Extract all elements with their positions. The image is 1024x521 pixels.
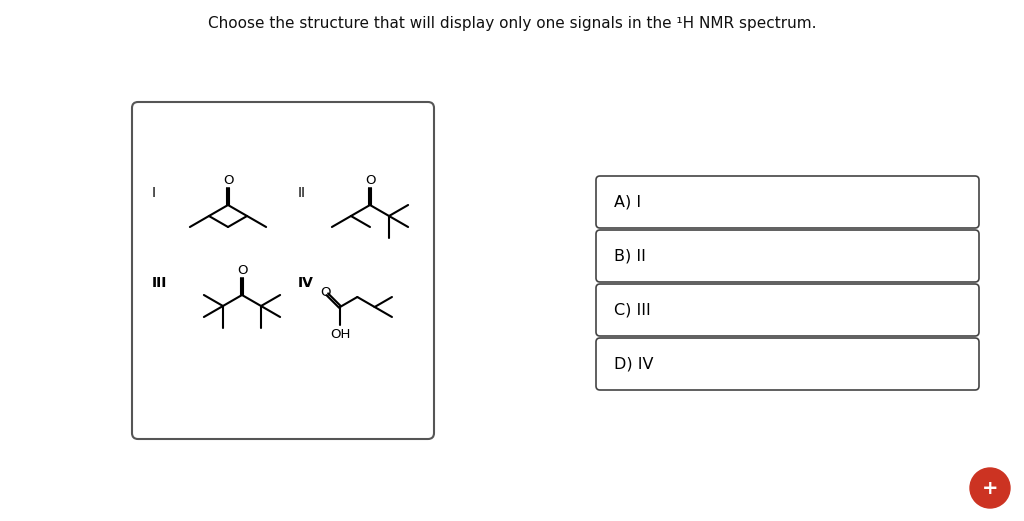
Text: IV: IV <box>298 276 314 290</box>
Text: C) III: C) III <box>614 303 650 317</box>
Text: I: I <box>152 186 156 200</box>
FancyBboxPatch shape <box>132 102 434 439</box>
Text: III: III <box>152 276 167 290</box>
Text: B) II: B) II <box>614 249 646 264</box>
Text: O: O <box>223 175 233 188</box>
FancyBboxPatch shape <box>596 176 979 228</box>
Text: O: O <box>365 175 375 188</box>
FancyBboxPatch shape <box>596 284 979 336</box>
Text: O: O <box>319 286 331 299</box>
Text: +: + <box>982 478 998 498</box>
Text: II: II <box>298 186 306 200</box>
Circle shape <box>970 468 1010 508</box>
Text: O: O <box>237 265 247 278</box>
Text: A) I: A) I <box>614 194 641 209</box>
FancyBboxPatch shape <box>596 338 979 390</box>
Text: D) IV: D) IV <box>614 356 653 371</box>
FancyBboxPatch shape <box>596 230 979 282</box>
Text: Choose the structure that will display only one signals in the ¹H NMR spectrum.: Choose the structure that will display o… <box>208 16 816 31</box>
Text: OH: OH <box>330 329 350 341</box>
